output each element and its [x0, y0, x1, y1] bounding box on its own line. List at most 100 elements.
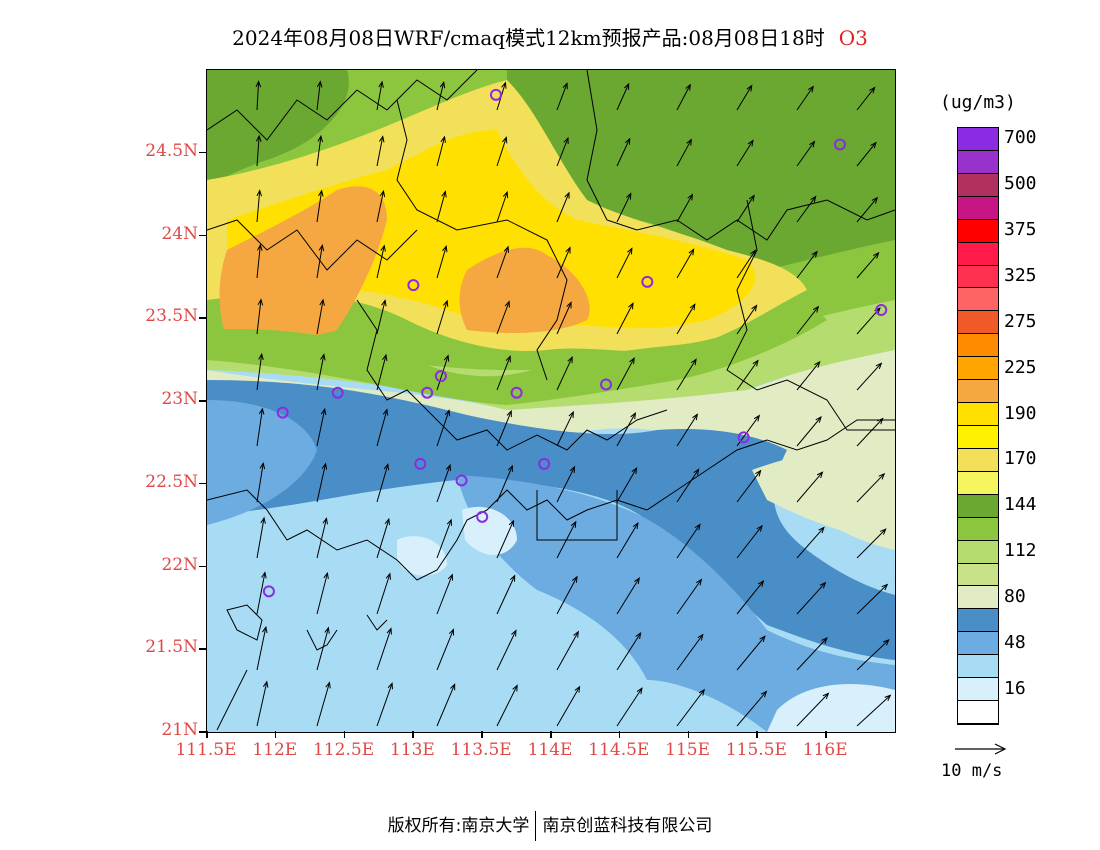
wind-vector — [616, 466, 638, 503]
wind-vector — [856, 196, 879, 223]
wind-vector — [496, 629, 517, 671]
wind-vector — [496, 355, 511, 391]
lon-tick-label: 112E — [252, 740, 298, 760]
lon-tick-label: 114E — [527, 740, 573, 760]
station-marker[interactable] — [434, 370, 447, 383]
wind-vector — [255, 80, 262, 111]
wind-vector — [316, 681, 331, 727]
lat-tick-mark — [199, 482, 206, 485]
wind-vector — [736, 359, 759, 391]
wind-vector — [376, 408, 389, 447]
wind-vector — [376, 353, 388, 391]
wind-vector — [676, 578, 703, 615]
wind-vector — [616, 357, 635, 391]
wind-vector — [256, 462, 266, 503]
wind-vector — [616, 302, 634, 335]
legend-level-label: 144 — [1004, 494, 1037, 516]
wind-vector — [256, 571, 267, 615]
lon-tick-label: 116E — [802, 740, 848, 760]
legend-swatch — [958, 403, 998, 426]
wind-vector — [376, 517, 390, 559]
legend-level-label: 80 — [1004, 585, 1026, 607]
footer-left: 版权所有:南京大学 — [387, 816, 530, 836]
wind-vector — [796, 85, 814, 111]
wind-vector — [616, 687, 643, 727]
station-marker[interactable] — [476, 510, 489, 523]
wind-vector — [256, 680, 269, 727]
wind-vector — [676, 83, 691, 111]
wind-vector — [556, 356, 573, 391]
legend-swatch — [958, 701, 998, 724]
legend-swatch — [958, 288, 998, 312]
wind-vector — [556, 136, 569, 167]
wind-vector — [376, 463, 390, 503]
lon-tick-mark — [756, 731, 758, 738]
station-marker[interactable] — [407, 279, 420, 292]
wind-vector — [736, 249, 757, 279]
lat-tick-label: 23.5N — [145, 306, 198, 327]
station-marker[interactable] — [414, 457, 427, 470]
legend-swatch — [958, 632, 998, 656]
lat-tick-mark — [199, 648, 206, 650]
legend-swatch — [958, 448, 998, 472]
lon-tick-mark — [274, 731, 277, 738]
wind-vector — [736, 635, 766, 671]
wind-vector — [436, 135, 446, 167]
legend-swatch — [958, 334, 998, 358]
wind-vector — [376, 299, 387, 335]
lon-tick-mark — [343, 731, 346, 738]
legend-swatch — [958, 563, 998, 587]
wind-vector — [616, 521, 639, 559]
legend-swatch — [958, 219, 998, 243]
legend-swatch — [958, 586, 998, 610]
station-marker[interactable] — [489, 88, 502, 101]
wind-vector — [736, 469, 762, 503]
wind-vector — [256, 243, 263, 279]
wind-vector — [856, 251, 880, 279]
wind-vector — [316, 626, 330, 671]
station-marker[interactable] — [600, 378, 613, 391]
wind-vector — [256, 625, 268, 671]
wind-vector — [796, 195, 817, 223]
station-marker[interactable] — [455, 474, 468, 487]
wind-vector — [736, 139, 754, 167]
wind-vector — [316, 80, 323, 111]
station-marker[interactable] — [421, 386, 434, 399]
wind-vector — [796, 471, 824, 503]
wind-vector — [736, 690, 768, 727]
wind-vector — [556, 630, 579, 671]
wind-vector — [736, 194, 755, 223]
footer-divider — [535, 811, 537, 841]
legend-swatch — [958, 196, 998, 220]
wind-vector — [496, 464, 513, 503]
legend-level-label: 16 — [1004, 677, 1026, 699]
map-panel[interactable] — [206, 69, 896, 733]
lat-tick-label: 21.5N — [145, 637, 198, 658]
wind-vector — [616, 137, 631, 167]
station-marker[interactable] — [737, 431, 750, 444]
wind-vector — [436, 190, 447, 223]
wind-vector — [255, 134, 262, 167]
legend-swatch — [958, 609, 998, 633]
wind-vector — [616, 247, 633, 279]
station-marker[interactable] — [833, 138, 846, 151]
wind-vector — [376, 244, 386, 279]
lon-tick-label: 113E — [389, 740, 435, 760]
wind-vector — [676, 303, 696, 335]
station-marker[interactable] — [875, 303, 888, 316]
station-marker[interactable] — [262, 585, 275, 598]
station-marker[interactable] — [510, 386, 523, 399]
station-marker[interactable] — [641, 275, 654, 288]
wind-vector — [676, 138, 692, 167]
wind-vector — [556, 191, 570, 223]
legend-level-label: 275 — [1004, 310, 1037, 332]
station-marker[interactable] — [538, 457, 551, 470]
wind-vector — [856, 528, 887, 559]
wind-vector — [436, 244, 448, 279]
station-marker[interactable] — [331, 386, 344, 399]
station-marker[interactable] — [276, 406, 289, 419]
wind-vector — [616, 82, 630, 111]
wind-vector — [856, 583, 889, 615]
wind-vector — [796, 637, 828, 671]
footer-right: 南京创蓝科技有限公司 — [542, 816, 713, 836]
